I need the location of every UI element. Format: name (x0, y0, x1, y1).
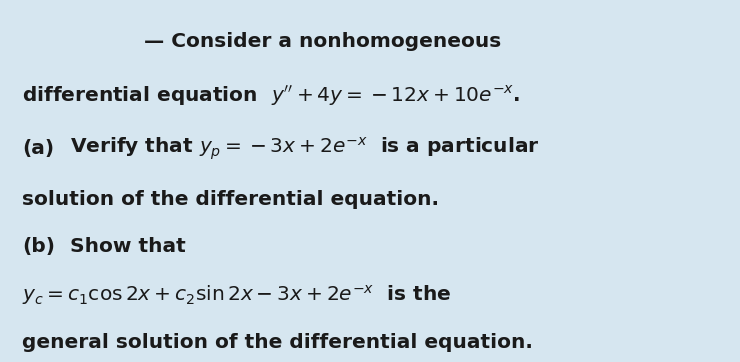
Text: (a): (a) (22, 139, 54, 158)
Text: Verify that $y_p = -3x + 2e^{-x}$  is a particular: Verify that $y_p = -3x + 2e^{-x}$ is a p… (70, 135, 540, 162)
Text: — Consider a nonhomogeneous: — Consider a nonhomogeneous (144, 32, 502, 51)
Text: $y_c = c_1 \cos 2x + c_2 \sin 2x - 3x + 2e^{-x}$  is the: $y_c = c_1 \cos 2x + c_2 \sin 2x - 3x + … (22, 283, 451, 307)
Text: general solution of the differential equation.: general solution of the differential equ… (22, 333, 533, 352)
Text: Show that: Show that (70, 237, 186, 256)
Text: differential equation  $y'' + 4y = -12x + 10e^{-x}$.: differential equation $y'' + 4y = -12x +… (22, 84, 520, 108)
Text: solution of the differential equation.: solution of the differential equation. (22, 190, 440, 209)
Text: (b): (b) (22, 237, 56, 256)
